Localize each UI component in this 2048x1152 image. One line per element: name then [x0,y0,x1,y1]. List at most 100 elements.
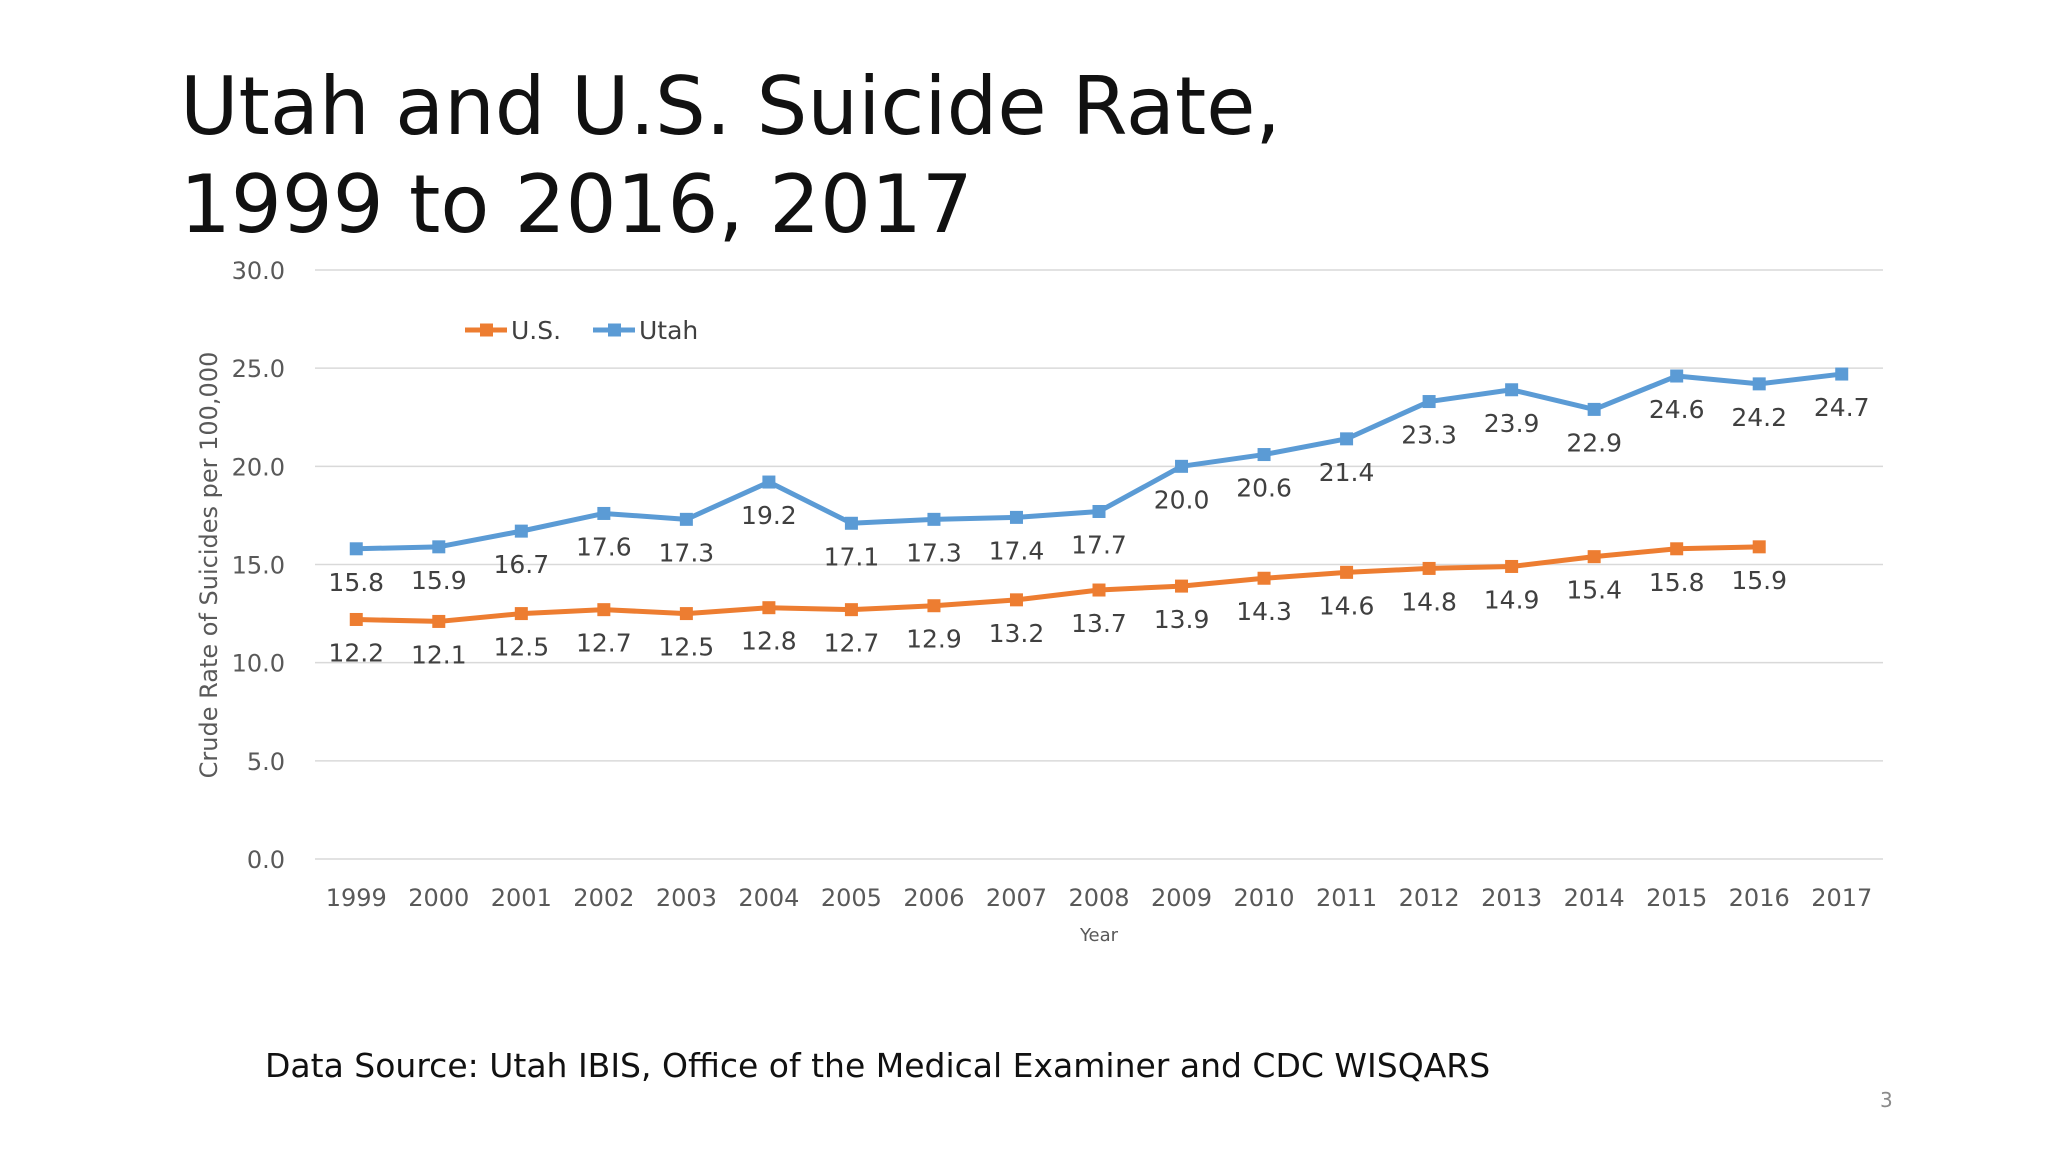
data-label-utah: 17.3 [906,538,962,567]
data-point-us [1340,565,1354,579]
x-axis-ticks: 1999 2000 2001 2002 2003 2004 2005 2006 2007 2008… [326,884,1873,912]
data-label-utah: 21.4 [1319,458,1375,487]
data-label-utah: 17.4 [989,536,1045,565]
data-point-utah [1670,369,1684,383]
data-label-utah: 15.9 [411,566,467,595]
line-chart: 0.0 5.0 10.0 15.0 20.0 25.0 30.0 1999 2000 2001 2… [195,257,1883,946]
data-label-utah: 20.6 [1236,474,1292,503]
data-point-us [1009,593,1023,607]
y-tick-label: 10.0 [232,650,285,678]
data-point-us [762,601,776,615]
data-point-us [679,607,693,621]
data-label-us: 15.9 [1731,566,1787,595]
data-label-us: 13.7 [1071,609,1127,638]
y-tick-label: 25.0 [232,355,285,383]
data-point-utah [1835,367,1849,381]
data-source-note: Data Source: Utah IBIS, Office of the Me… [265,1046,1491,1085]
x-tick-label: 2000 [408,884,469,912]
x-tick-label: 2015 [1646,884,1707,912]
data-label-us: 15.8 [1649,568,1705,597]
data-point-utah [514,524,528,538]
data-point-us [1752,540,1766,554]
x-tick-label: 1999 [326,884,387,912]
data-label-us: 12.1 [411,640,467,669]
data-point-us [1257,571,1271,585]
data-label-us: 14.3 [1236,597,1292,626]
data-label-utah: 17.1 [824,542,880,571]
x-tick-label: 2012 [1399,884,1460,912]
series-layer [349,367,1849,628]
data-label-utah: 17.6 [576,532,632,561]
data-point-utah [762,475,776,489]
data-point-us [349,612,363,626]
data-label-us: 12.8 [741,627,797,656]
y-tick-label: 20.0 [232,453,285,481]
x-tick-label: 2008 [1068,884,1129,912]
x-tick-label: 2013 [1481,884,1542,912]
data-label-us: 15.4 [1566,576,1622,605]
x-tick-label: 2014 [1564,884,1625,912]
y-tick-label: 30.0 [232,257,285,285]
x-tick-label: 2007 [986,884,1047,912]
x-axis-title: Year [1079,925,1119,946]
series-line-us [353,544,1762,624]
data-point-us [1422,561,1436,575]
data-label-utah: 17.7 [1071,530,1127,559]
data-label-utah: 19.2 [741,501,797,530]
data-label-us: 12.9 [906,625,962,654]
data-point-utah [432,540,446,554]
data-point-utah [1752,377,1766,391]
data-point-us [432,614,446,628]
x-tick-label: 2006 [903,884,964,912]
data-point-utah [597,506,611,520]
data-label-utah: 17.3 [659,538,715,567]
data-label-us: 12.5 [493,633,549,662]
data-point-us [514,607,528,621]
data-point-us [844,603,858,617]
data-point-utah [1175,459,1189,473]
x-tick-label: 2003 [656,884,717,912]
data-point-utah [1340,432,1354,446]
x-tick-label: 2009 [1151,884,1212,912]
data-point-utah [1092,504,1106,518]
y-tick-label: 0.0 [247,846,285,874]
x-tick-label: 2011 [1316,884,1377,912]
x-tick-label: 2005 [821,884,882,912]
legend-label-utah: Utah [639,316,698,345]
data-label-utah: 23.3 [1401,421,1457,450]
data-label-utah: 16.7 [493,550,549,579]
data-label-us: 13.9 [1154,605,1210,634]
x-tick-label: 2001 [491,884,552,912]
data-point-utah [349,542,363,556]
y-axis-ticks: 0.0 5.0 10.0 15.0 20.0 25.0 30.0 [232,257,285,874]
y-tick-label: 5.0 [247,748,285,776]
data-label-utah: 15.8 [328,568,384,597]
data-point-us [1175,579,1189,593]
slide-title: Utah and U.S. Suicide Rate, 1999 to 2016… [180,60,1281,251]
data-label-utah: 24.7 [1814,393,1870,422]
x-tick-label: 2004 [738,884,799,912]
data-label-us: 12.7 [824,629,880,658]
legend-marker-us [480,323,493,337]
data-point-utah [679,512,693,526]
data-label-us: 14.6 [1319,591,1375,620]
series-line-utah [353,371,1845,552]
page-number: 3 [1880,1088,1893,1112]
data-point-utah [1009,510,1023,524]
gridlines [315,269,1883,860]
x-tick-label: 2010 [1234,884,1295,912]
data-point-utah [1587,402,1601,416]
data-point-us [1505,559,1519,573]
data-label-utah: 23.9 [1484,409,1540,438]
x-tick-label: 2016 [1729,884,1790,912]
data-point-us [597,603,611,617]
legend: U.S. Utah [465,316,698,345]
data-label-us: 14.8 [1401,587,1457,616]
data-label-utah: 24.6 [1649,395,1705,424]
legend-label-us: U.S. [511,316,561,345]
x-tick-label: 2017 [1811,884,1872,912]
data-point-utah [1505,383,1519,397]
data-point-utah [1257,448,1271,462]
data-point-us [1092,583,1106,597]
legend-marker-utah [608,323,621,337]
